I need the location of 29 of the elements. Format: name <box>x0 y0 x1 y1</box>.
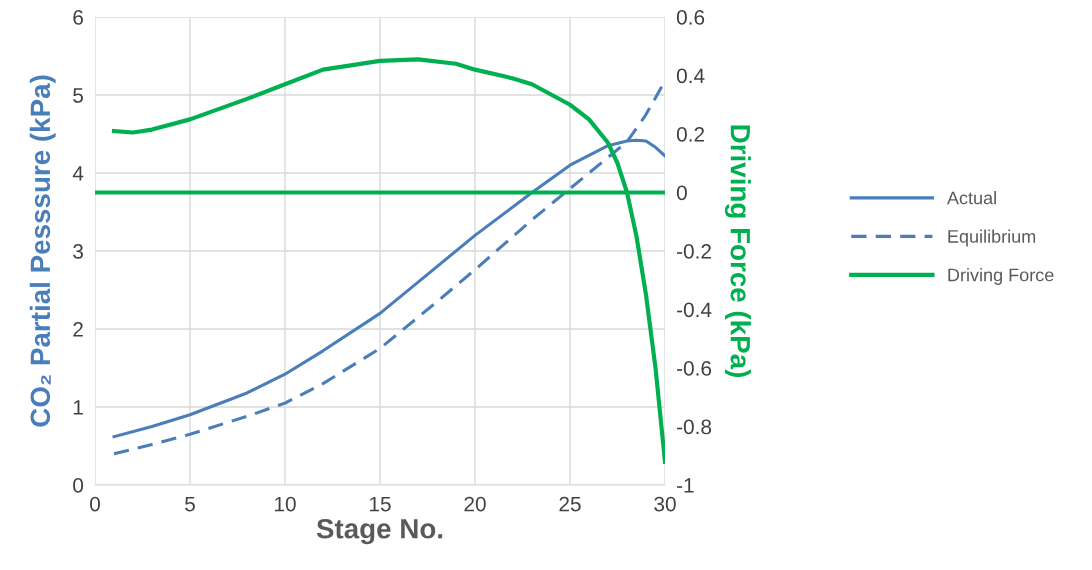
x-tick-label: 15 <box>370 496 391 512</box>
legend-label: Driving Force <box>948 268 1054 285</box>
legend-label: Equilibrium <box>948 229 1036 247</box>
y2-tick-label: 0.6 <box>676 10 705 25</box>
y2-tick-label: -0.8 <box>677 419 712 435</box>
legend-label: Actual <box>946 191 996 205</box>
y2-tick-label: -0.2 <box>677 244 711 259</box>
x-tick-label: 30 <box>654 496 676 512</box>
y2-axis-title: Driving Force (kPa) <box>724 125 751 377</box>
y2-tick-label: -1 <box>677 478 694 493</box>
y-tick-label: 5 <box>73 88 84 103</box>
x-axis-title: Stage No. <box>316 518 443 545</box>
y2-tick-label: 0.2 <box>676 127 705 142</box>
y-tick-label: 3 <box>73 244 83 259</box>
y-tick-label: 4 <box>72 166 84 181</box>
x-tick-label: 25 <box>559 496 581 512</box>
y2-tick-label: 0 <box>676 185 687 201</box>
y-axis-title: CO₂ Partial Pesssure (kPa) <box>29 75 56 427</box>
y-tick-label: 0 <box>73 478 84 493</box>
y-tick-label: 2 <box>73 322 83 337</box>
x-tick-label: 20 <box>464 496 486 512</box>
x-tick-label: 5 <box>185 496 195 512</box>
y2-tick-label: -0.6 <box>677 361 712 376</box>
y-tick-label: 1 <box>73 400 83 415</box>
y2-tick-label: 0.4 <box>676 68 705 84</box>
x-tick-label: 0 <box>90 496 100 512</box>
y2-tick-label: -0.4 <box>677 302 712 318</box>
x-tick-label: 10 <box>275 496 296 512</box>
y-tick-label: 6 <box>73 10 83 25</box>
